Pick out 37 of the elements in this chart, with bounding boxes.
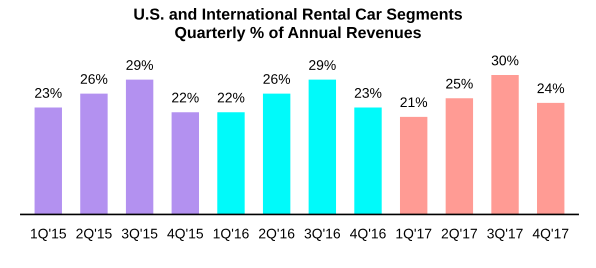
bar	[34, 108, 62, 214]
bar	[446, 98, 474, 214]
bar	[400, 116, 428, 214]
x-tick-label: 3Q'17	[487, 228, 523, 241]
bar	[217, 112, 245, 214]
bar	[308, 80, 336, 214]
chart-title: U.S. and International Rental Car Segments Quarterly % of Annual Revenues	[134, 8, 462, 42]
x-tick-label: 2Q'15	[76, 228, 112, 241]
data-label: 21%	[400, 97, 428, 108]
x-tick-label: 4Q'16	[350, 228, 386, 241]
x-tick-label: 3Q'16	[304, 228, 340, 241]
data-label: 24%	[538, 83, 564, 94]
data-label: 26%	[80, 74, 108, 84]
data-label: 25%	[446, 78, 473, 89]
data-label: 23%	[354, 88, 382, 98]
data-label: 29%	[309, 60, 336, 70]
x-tick-label: 1Q'17	[396, 228, 432, 241]
bar	[354, 108, 382, 214]
data-label: 22%	[172, 92, 199, 102]
x-tick-label: 1Q'15	[31, 228, 66, 241]
x-tick-label: 2Q'17	[442, 228, 477, 241]
x-tick-label: 1Q'16	[214, 228, 249, 241]
x-tick-label: 4Q'17	[532, 228, 568, 241]
data-label: 29%	[126, 60, 154, 70]
x-tick-label: 2Q'16	[259, 228, 294, 241]
x-tick-label: 3Q'15	[122, 228, 158, 241]
data-label: 30%	[492, 56, 518, 66]
data-label: 26%	[263, 74, 290, 84]
data-label: 23%	[35, 88, 62, 98]
x-tick-label: 4Q'15	[167, 228, 204, 241]
bar	[491, 75, 519, 214]
bar	[126, 80, 154, 214]
bar	[80, 94, 108, 214]
bar	[172, 112, 199, 214]
data-label: 22%	[218, 92, 244, 102]
bar	[537, 102, 564, 214]
bar	[262, 94, 290, 214]
